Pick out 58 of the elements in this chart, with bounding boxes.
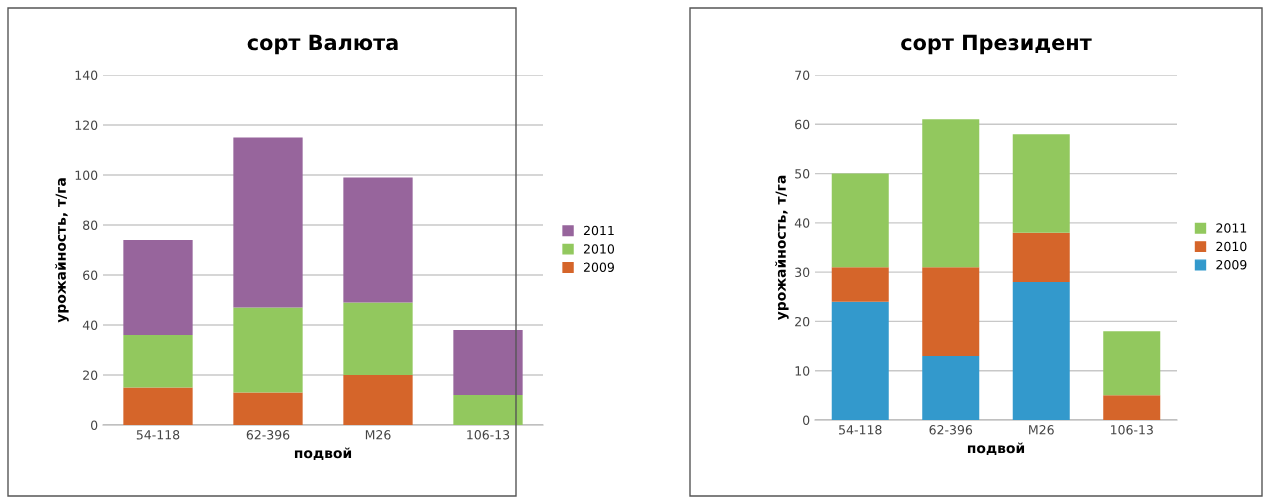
y-tick-label: 50: [795, 169, 810, 179]
x-tick-label: 54-118: [839, 425, 882, 435]
x-tick-label: 106-13: [1110, 425, 1153, 435]
bar: [1012, 282, 1070, 420]
legend-label: 2009: [1216, 260, 1247, 270]
y-tick-label: 120: [75, 120, 98, 130]
bar: [123, 240, 193, 335]
chart-title: сорт Президент: [901, 34, 1092, 55]
bar: [1012, 232, 1070, 282]
bar: [922, 119, 980, 268]
legend-label: 2009: [583, 262, 614, 272]
bar: [831, 173, 889, 268]
y-tick-label: 0: [91, 420, 98, 430]
y-tick-label: 100: [75, 170, 98, 180]
bar: [343, 302, 413, 375]
bar: [831, 301, 889, 420]
x-tick-label: 62-396: [929, 425, 973, 435]
x-tick-label: 106-13: [467, 430, 510, 440]
chart-title: сорт Валюта: [247, 34, 398, 55]
x-axis-title: подвой: [294, 447, 352, 460]
y-tick-label: 10: [795, 366, 810, 376]
y-tick-label: 60: [83, 270, 98, 280]
bar: [453, 395, 523, 425]
bar: [453, 330, 523, 395]
legend-label: 2010: [1216, 241, 1247, 252]
y-tick-label: 30: [795, 267, 810, 278]
bar: [922, 355, 980, 420]
y-tick-label: 60: [795, 119, 810, 130]
y-tick-label: 20: [83, 370, 98, 380]
bar: [1103, 331, 1161, 396]
y-tick-label: 20: [795, 316, 810, 327]
bar: [233, 137, 303, 308]
legend-label: 2011: [583, 225, 614, 236]
y-tick-label: 40: [82, 320, 98, 330]
bar: [1103, 395, 1161, 420]
bar: [922, 267, 980, 356]
x-tick-label: 62-396: [246, 430, 290, 440]
y-axis-title: урожайность, т/га: [775, 175, 789, 321]
x-tick-label: 54-118: [136, 430, 180, 440]
bar: [1012, 134, 1070, 233]
y-tick-label: 40: [794, 218, 810, 228]
bar: [343, 375, 413, 425]
x-tick-label: M26: [1029, 425, 1054, 435]
y-tick-label: 0: [803, 415, 810, 425]
bar: [343, 177, 413, 303]
y-axis-title: урожайность, т/га: [55, 178, 69, 323]
y-tick-label: 70: [795, 70, 810, 80]
bar: [123, 335, 193, 388]
legend-label: 2011: [1216, 223, 1247, 233]
y-tick-label: 80: [83, 220, 98, 230]
bar: [831, 267, 889, 302]
bar: [123, 387, 193, 425]
legend-label: 2010: [583, 244, 615, 254]
bar: [233, 392, 303, 425]
y-tick-label: 140: [75, 70, 98, 80]
x-axis-title: подвой: [967, 442, 1025, 455]
x-tick-label: M26: [365, 430, 391, 440]
bar: [233, 307, 303, 393]
